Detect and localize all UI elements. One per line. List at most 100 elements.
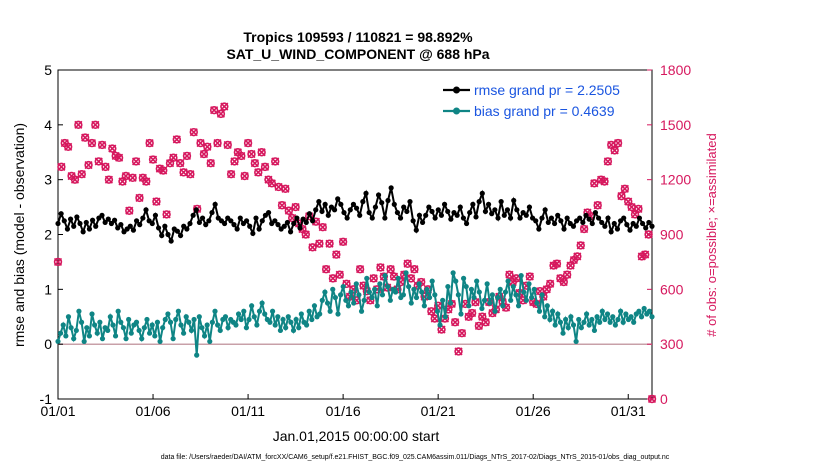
rmse-point [55, 220, 61, 227]
obs-possible-point [457, 329, 467, 338]
bias-point [188, 327, 195, 334]
obs-assimilated-point [332, 250, 341, 259]
bias-point [338, 292, 344, 298]
rmse-point [460, 215, 467, 221]
bias-point [505, 278, 511, 284]
obs-possible-point [267, 179, 277, 188]
rmse-point [322, 201, 328, 207]
obs-assimilated-point [274, 182, 283, 192]
rmse-point [350, 201, 357, 207]
rmse-point [526, 204, 533, 210]
bias-point [369, 294, 375, 301]
obs-assimilated-point [512, 274, 521, 283]
bias-point [324, 300, 331, 306]
obs-assimilated-point [281, 184, 290, 193]
obs-possible-point [641, 250, 650, 259]
obs-assimilated-point [620, 184, 629, 193]
rmse-point [614, 226, 621, 232]
bias-point [392, 289, 399, 295]
rmse-point [498, 199, 504, 205]
bias-point [94, 330, 100, 336]
obs-assimilated-point [403, 259, 412, 268]
y-tick-label: 0 [44, 336, 52, 352]
rmse-point [577, 215, 583, 221]
obs-assimilated-point [559, 277, 568, 287]
bias-point [92, 322, 98, 328]
obs-possible-point [335, 270, 344, 279]
bias-point [591, 327, 598, 334]
rmse-point [558, 218, 564, 224]
bias-point [374, 303, 380, 309]
bias-point [76, 308, 82, 314]
bias-point [641, 305, 647, 312]
bias-point [243, 325, 250, 331]
obs-possible-point [603, 157, 613, 166]
rmse-point [639, 220, 646, 227]
bias-point [549, 308, 556, 314]
obs-assimilated-point [87, 139, 97, 148]
bias-point [581, 319, 587, 325]
bias-point [222, 314, 229, 320]
bias-point [557, 319, 564, 325]
obs-possible-point [355, 265, 365, 274]
rmse-point [595, 215, 602, 221]
obs-assimilated-point [237, 151, 246, 160]
bias-point [259, 300, 265, 306]
bias-point [453, 278, 459, 284]
obs-assimilated-point [53, 257, 63, 266]
bias-point [63, 333, 69, 339]
bias-point [510, 283, 516, 290]
bias-point [68, 325, 74, 331]
bias-point [526, 281, 532, 287]
obs-assimilated-point [430, 314, 439, 323]
obs-possible-point [53, 257, 63, 267]
rmse-point [71, 223, 77, 229]
obs-assimilated-point [563, 270, 572, 279]
bias-point [65, 314, 72, 320]
rmse-point [105, 216, 111, 222]
obs-assimilated-point [356, 265, 365, 274]
rmse-point [448, 216, 454, 222]
bias-point [437, 322, 443, 328]
rmse-point [372, 204, 379, 210]
rmse-point [555, 212, 561, 218]
rmse-point [410, 218, 416, 224]
rmse-point [636, 215, 643, 221]
obs-possible-point [209, 106, 219, 115]
obs-assimilated-point [182, 151, 192, 160]
bias-point [610, 314, 616, 320]
obs-possible-point [562, 270, 572, 279]
bias-point [139, 336, 145, 342]
bias-point [442, 314, 448, 320]
rmse-point [608, 229, 614, 235]
bias-point [311, 303, 318, 309]
x-tick-label: 01/11 [231, 403, 265, 419]
bias-point [447, 300, 454, 306]
bias-point [152, 333, 158, 339]
bias-point [288, 319, 294, 325]
rmse-point [463, 220, 470, 227]
rmse-point [284, 219, 291, 226]
bias-point [484, 281, 490, 287]
obs-assimilated-point [220, 102, 229, 111]
obs-assimilated-point [634, 204, 643, 213]
obs-assimilated-point [142, 177, 151, 186]
obs-assimilated-point [257, 148, 266, 157]
rmse-point [517, 215, 523, 221]
rmse-series [55, 185, 655, 245]
rmse-point [118, 222, 124, 228]
rmse-point [127, 223, 133, 229]
obs-possible-point [77, 169, 86, 179]
bias-point [303, 322, 310, 328]
rmse-point [470, 201, 476, 207]
rmse-point [454, 212, 460, 218]
rmse-point [99, 212, 105, 218]
obs-assimilated-point [223, 140, 232, 150]
obs-assimilated-point [203, 142, 212, 151]
obs-possible-point [114, 153, 124, 162]
bias-point [256, 308, 263, 314]
bias-point [379, 292, 386, 298]
obs-possible-point [644, 230, 653, 239]
bias-point [463, 283, 469, 290]
obs-assimilated-point [505, 270, 514, 279]
